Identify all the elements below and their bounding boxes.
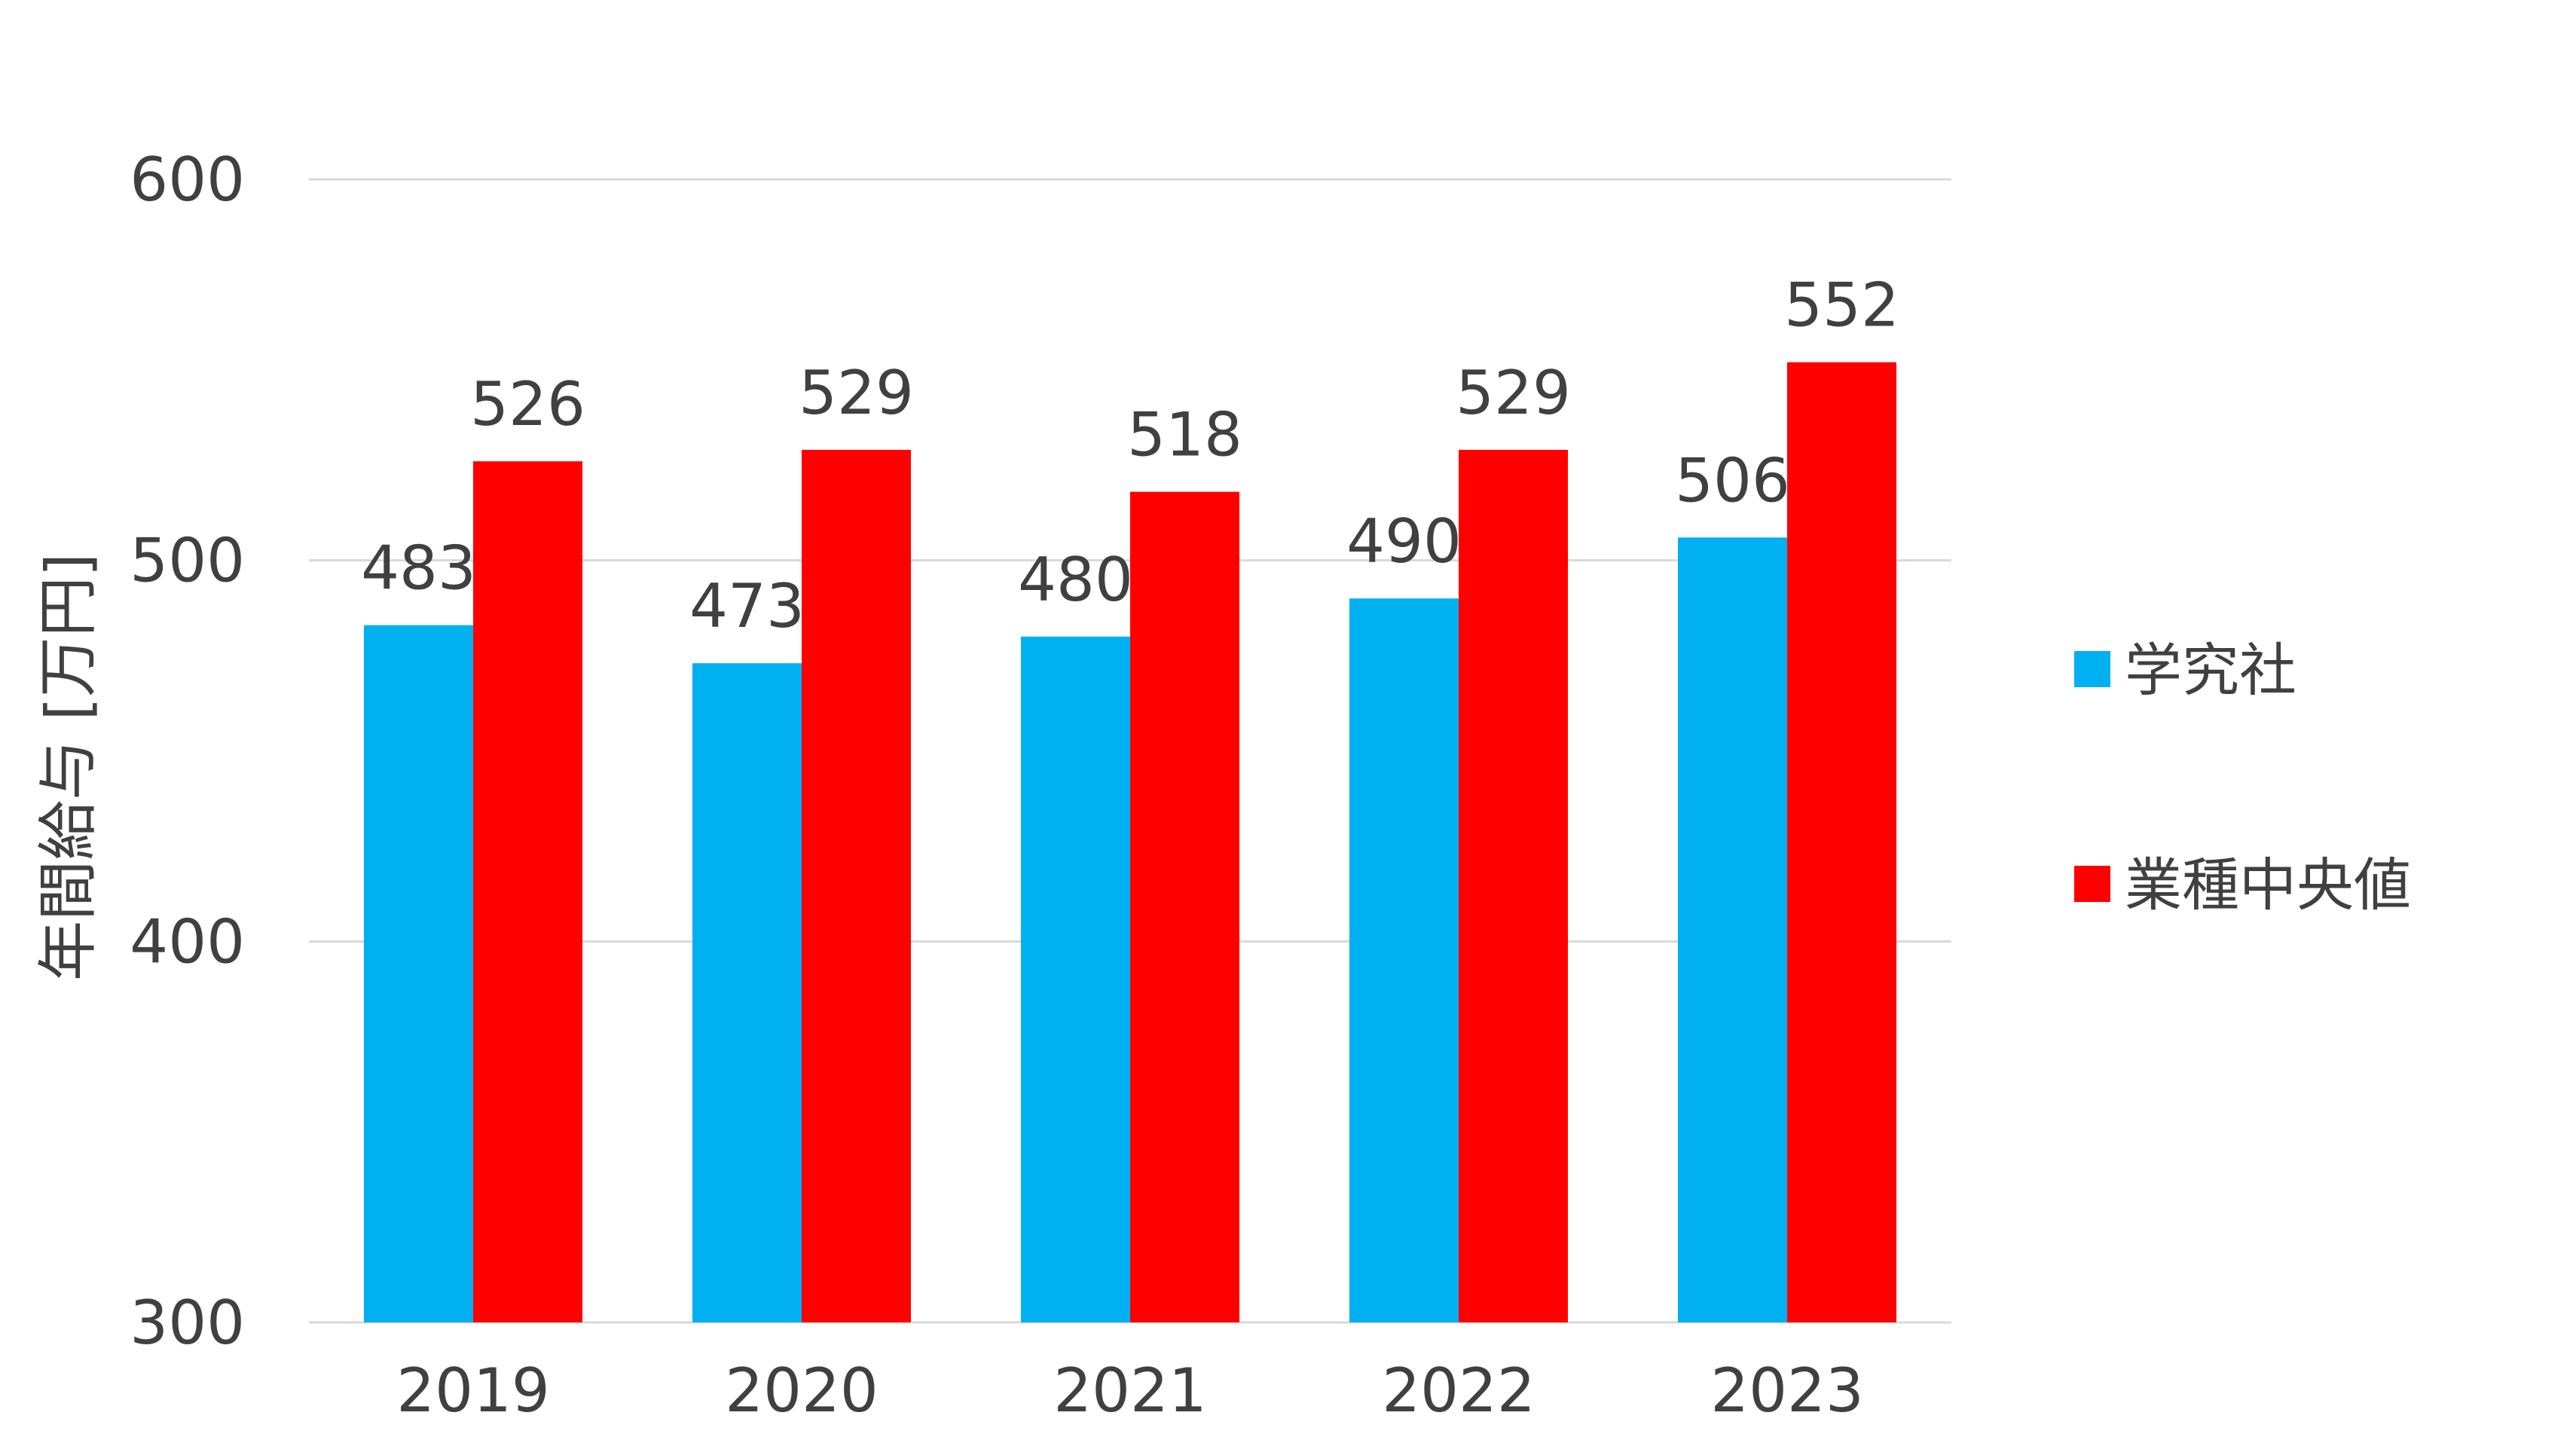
bar-gakkyusha-2020 — [692, 663, 802, 1322]
legend-label-gakkyusha: 学究社 — [2125, 637, 2296, 704]
bar-gakkyusha-2021 — [1021, 636, 1130, 1322]
data-label-gakkyusha-2023: 506 — [1675, 445, 1790, 515]
x-axis: 2019 2020 2021 2022 2023 — [396, 1356, 1864, 1426]
legend-swatch-gakkyusha — [2074, 651, 2110, 687]
legend-label-industry-median: 業種中央値 — [2125, 851, 2411, 919]
data-label-industry-median-2023: 552 — [1784, 271, 1899, 341]
data-label-gakkyusha-2021: 480 — [1018, 545, 1133, 615]
bar-gakkyusha-2022 — [1349, 598, 1459, 1322]
data-label-industry-median-2020: 529 — [799, 358, 914, 428]
bar-industry-median-2021 — [1130, 491, 1239, 1322]
y-tick-label-300: 300 — [130, 1288, 245, 1358]
data-label-gakkyusha-2020: 473 — [689, 571, 805, 641]
data-label-industry-median-2022: 529 — [1456, 358, 1571, 428]
x-tick-label-2023: 2023 — [1710, 1356, 1864, 1426]
x-tick-label-2019: 2019 — [396, 1356, 550, 1426]
data-label-industry-median-2021: 518 — [1127, 400, 1242, 470]
data-label-gakkyusha-2022: 490 — [1346, 506, 1462, 576]
y-tick-label-400: 400 — [130, 906, 245, 977]
legend-swatch-industry-median — [2074, 866, 2110, 902]
bar-industry-median-2020 — [802, 450, 911, 1322]
data-label-gakkyusha-2019: 483 — [361, 533, 476, 604]
y-axis-title: 年間給与 [万円] — [33, 553, 103, 981]
bar-industry-median-2019 — [473, 461, 582, 1322]
y-axis: 300 400 500 600 — [130, 145, 245, 1358]
bar-industry-median-2022 — [1459, 450, 1568, 1322]
x-tick-label-2020: 2020 — [725, 1356, 879, 1426]
x-tick-label-2021: 2021 — [1053, 1356, 1207, 1426]
x-tick-label-2022: 2022 — [1382, 1356, 1536, 1426]
bar-industry-median-2023 — [1787, 362, 1896, 1323]
data-labels: 483 526 473 529 480 518 490 529 506 552 — [361, 271, 1899, 641]
y-tick-label-600: 600 — [130, 145, 245, 215]
bars — [364, 362, 1896, 1323]
bar-gakkyusha-2019 — [364, 625, 473, 1322]
bar-gakkyusha-2023 — [1678, 537, 1787, 1322]
data-label-industry-median-2019: 526 — [470, 369, 585, 439]
y-tick-label-500: 500 — [130, 526, 245, 596]
